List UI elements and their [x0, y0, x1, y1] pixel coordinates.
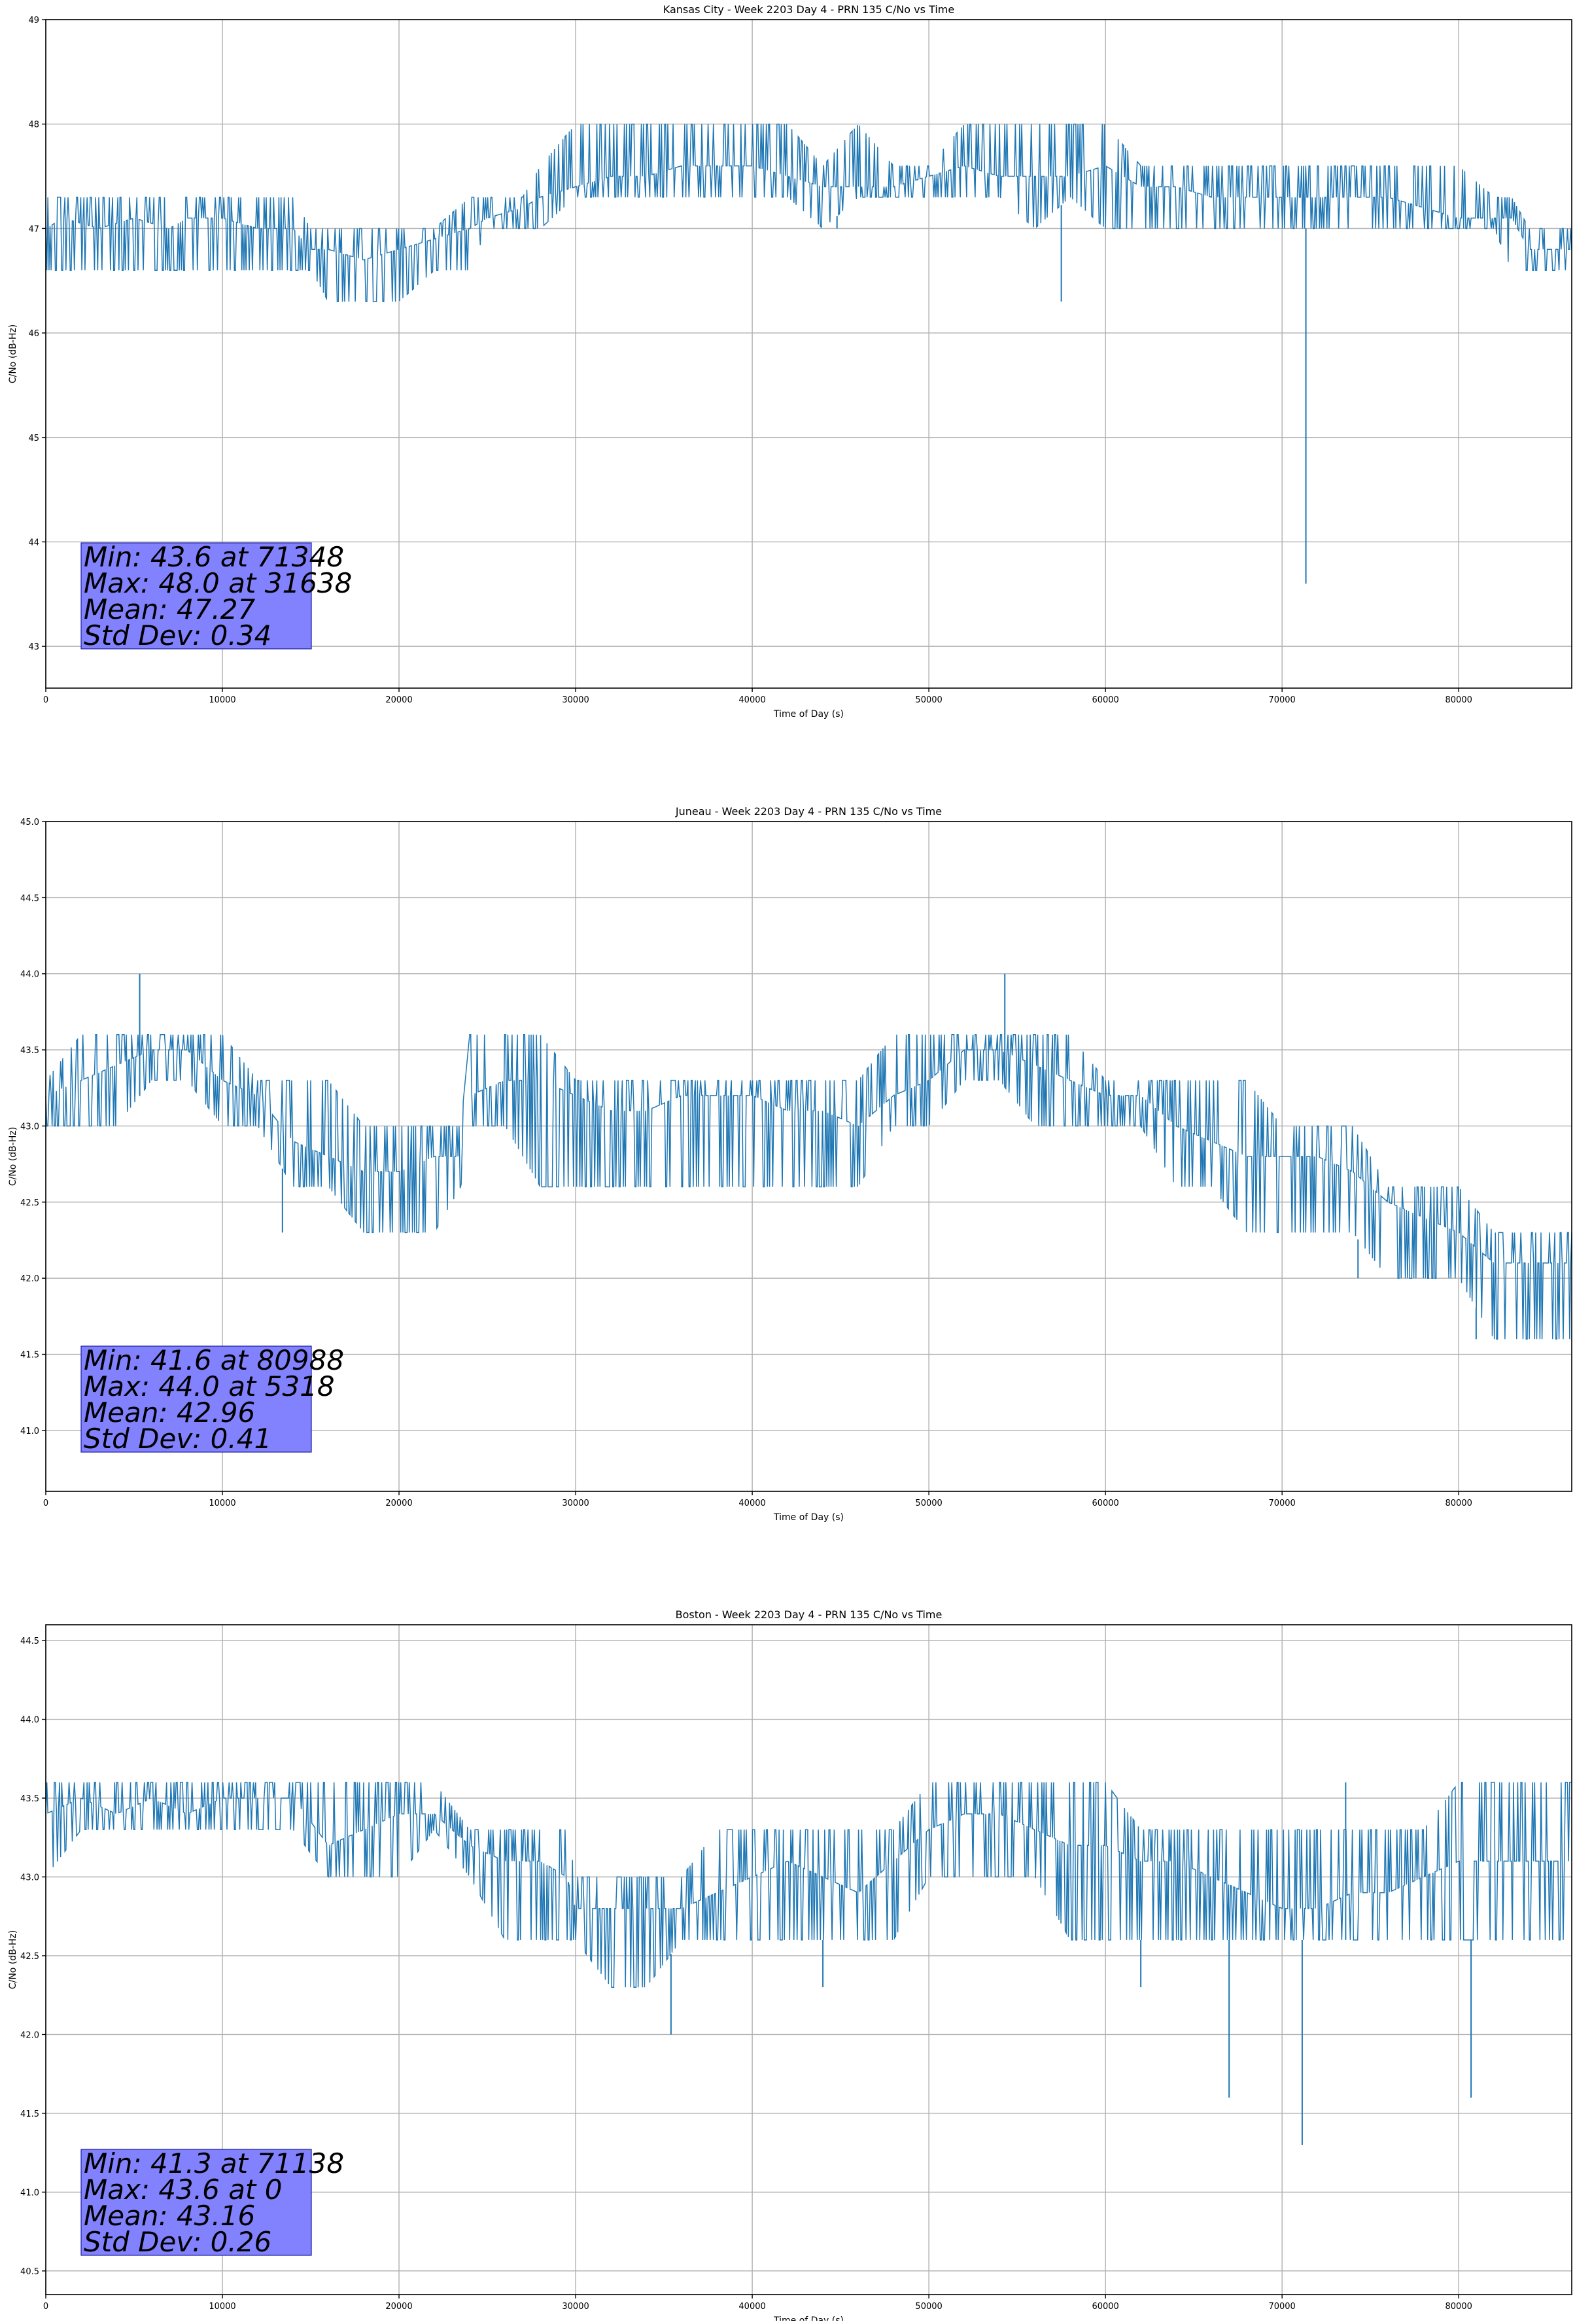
x-tick-label: 30000 — [562, 1499, 589, 1508]
stats-line: Min: 41.6 at 80988 — [84, 1344, 344, 1376]
series-line — [45, 1034, 1572, 1340]
y-tick-label: 48 — [28, 120, 39, 130]
x-tick-label: 30000 — [562, 2302, 589, 2312]
stats-box — [80, 1345, 312, 1453]
chart-panel-3: Boston - Week 2203 Day 4 - PRN 135 C/No … — [8, 1608, 1572, 2324]
series-line — [45, 1782, 1572, 1988]
x-axis-label: Time of Day (s) — [773, 709, 844, 720]
chart-title: Boston - Week 2203 Day 4 - PRN 135 C/No … — [676, 1608, 943, 1621]
x-tick-label: 0 — [43, 2302, 48, 2312]
x-tick-label: 0 — [43, 695, 48, 705]
y-tick-label: 41.0 — [20, 2188, 39, 2198]
x-tick-label: 10000 — [209, 1499, 235, 1508]
stats-line: Std Dev: 0.41 — [84, 1423, 271, 1455]
x-axis-label: Time of Day (s) — [773, 1512, 844, 1523]
x-tick-label: 80000 — [1445, 1499, 1472, 1508]
y-tick-label: 41.5 — [20, 1351, 39, 1361]
y-axis-label: C/No (dB-Hz) — [8, 1930, 18, 1989]
stats-line: Mean: 43.16 — [84, 2200, 255, 2232]
y-tick-label: 44.0 — [20, 1716, 39, 1726]
y-tick-label: 47 — [28, 224, 39, 234]
y-tick-label: 46 — [28, 329, 39, 339]
stats-line: Max: 48.0 at 31638 — [84, 567, 352, 599]
plot-frame — [45, 1624, 1572, 2295]
y-tick-label: 42.5 — [20, 1198, 39, 1208]
chart-panel-2: Juneau - Week 2203 Day 4 - PRN 135 C/No … — [8, 805, 1572, 1523]
stats-box — [80, 2149, 312, 2256]
x-tick-label: 40000 — [738, 2302, 765, 2312]
y-tick-label: 41.0 — [20, 1427, 39, 1436]
x-tick-label: 0 — [43, 1499, 48, 1508]
x-tick-label: 80000 — [1445, 695, 1472, 705]
y-tick-label: 42.0 — [20, 2030, 39, 2040]
stats-line: Mean: 47.27 — [84, 593, 255, 625]
y-tick-label: 43.5 — [20, 1794, 39, 1804]
plot-frame — [45, 821, 1572, 1492]
x-tick-label: 40000 — [738, 1499, 765, 1508]
plot-frame — [45, 19, 1572, 689]
y-tick-label: 44.0 — [20, 970, 39, 980]
y-tick-label: 44.5 — [20, 1637, 39, 1646]
y-tick-label: 44.5 — [20, 893, 39, 903]
chart-panel-1: Kansas City - Week 2203 Day 4 - PRN 135 … — [8, 3, 1572, 720]
x-tick-label: 60000 — [1092, 695, 1118, 705]
y-tick-label: 42.0 — [20, 1274, 39, 1284]
stats-line: Max: 43.6 at 0 — [84, 2174, 282, 2206]
x-tick-label: 20000 — [385, 2302, 412, 2312]
stats-line: Min: 41.3 at 71138 — [84, 2147, 344, 2179]
chart-title: Kansas City - Week 2203 Day 4 - PRN 135 … — [663, 3, 954, 16]
x-tick-label: 30000 — [562, 695, 589, 705]
stats-line: Std Dev: 0.34 — [84, 619, 271, 651]
stats-line: Min: 43.6 at 71348 — [84, 541, 344, 573]
x-tick-label: 70000 — [1268, 695, 1295, 705]
x-tick-label: 10000 — [209, 695, 235, 705]
x-tick-label: 20000 — [385, 1499, 412, 1508]
y-tick-label: 43.0 — [20, 1122, 39, 1132]
x-tick-label: 80000 — [1445, 2302, 1472, 2312]
stats-line: Mean: 42.96 — [84, 1396, 255, 1429]
x-tick-label: 70000 — [1268, 1499, 1295, 1508]
x-tick-label: 50000 — [915, 1499, 942, 1508]
y-tick-label: 44 — [28, 538, 39, 547]
x-tick-label: 10000 — [209, 2302, 235, 2312]
y-axis-label: C/No (dB-Hz) — [8, 1127, 18, 1186]
y-tick-label: 40.5 — [20, 2267, 39, 2277]
y-tick-label: 42.5 — [20, 1952, 39, 1962]
stats-box — [80, 542, 312, 650]
stats-line: Std Dev: 0.26 — [84, 2226, 271, 2258]
x-tick-label: 40000 — [738, 695, 765, 705]
x-tick-label: 50000 — [915, 695, 942, 705]
y-tick-label: 45.0 — [20, 818, 39, 827]
x-tick-label: 20000 — [385, 695, 412, 705]
x-tick-label: 60000 — [1092, 1499, 1118, 1508]
y-axis-label: C/No (dB-Hz) — [8, 324, 18, 383]
x-tick-label: 50000 — [915, 2302, 942, 2312]
y-tick-label: 43.0 — [20, 1873, 39, 1883]
x-tick-label: 60000 — [1092, 2302, 1118, 2312]
y-tick-label: 49 — [28, 16, 39, 26]
series-line — [45, 123, 1572, 302]
y-tick-label: 45 — [28, 434, 39, 443]
y-tick-label: 43 — [28, 642, 39, 652]
stats-line: Max: 44.0 at 5318 — [84, 1370, 335, 1402]
x-axis-label: Time of Day (s) — [773, 2315, 844, 2321]
y-tick-label: 43.5 — [20, 1046, 39, 1056]
chart-title: Juneau - Week 2203 Day 4 - PRN 135 C/No … — [675, 805, 942, 818]
y-tick-label: 41.5 — [20, 2109, 39, 2119]
x-tick-label: 70000 — [1268, 2302, 1295, 2312]
